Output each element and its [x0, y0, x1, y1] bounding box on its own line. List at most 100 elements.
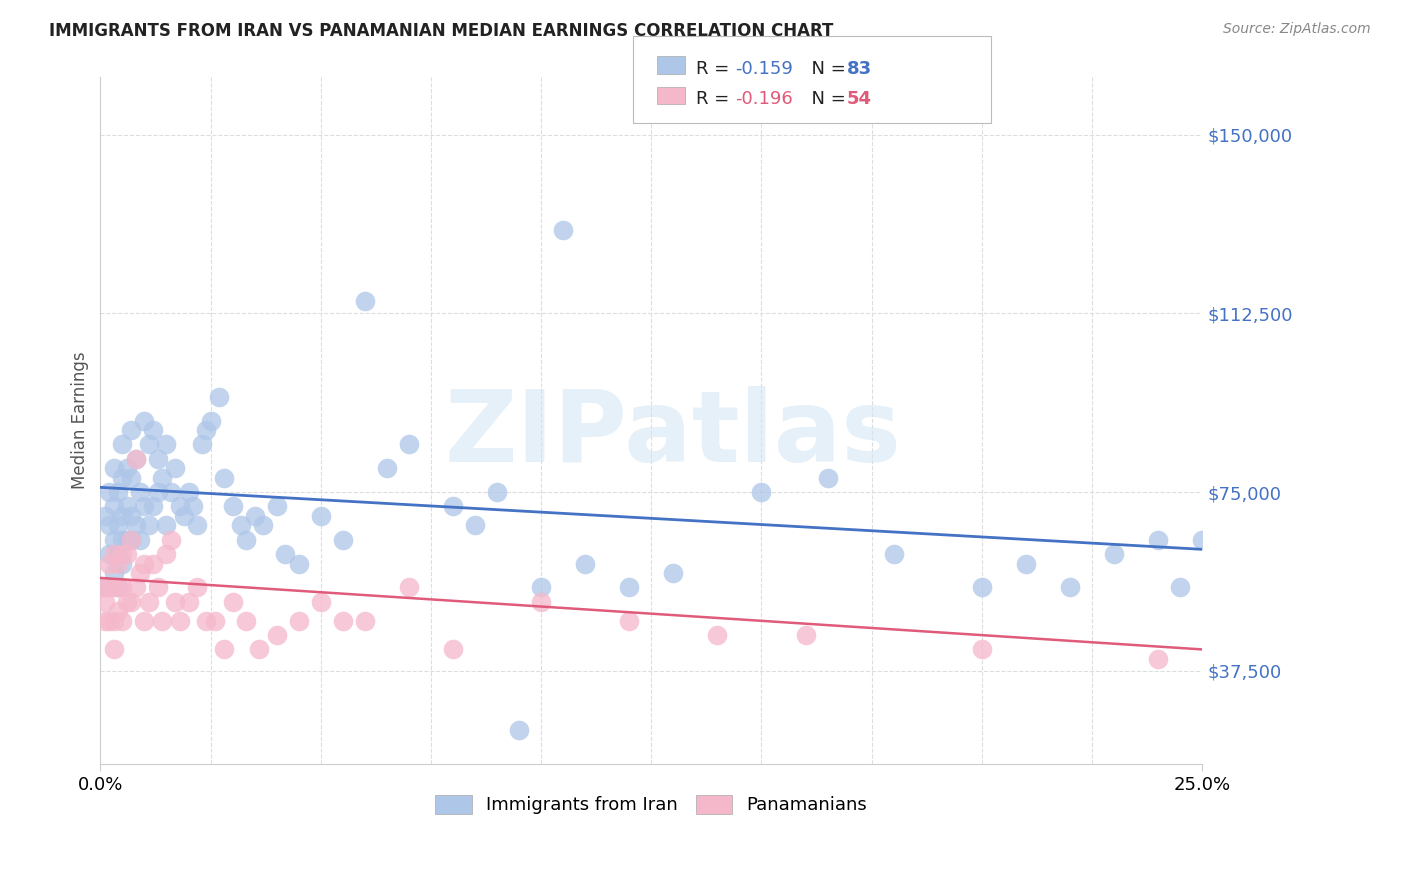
Point — [107, 581, 129, 595]
Point — [274, 547, 297, 561]
Point — [98, 557, 121, 571]
Point — [124, 581, 146, 595]
Point — [235, 614, 257, 628]
Point — [287, 557, 309, 571]
Point — [212, 642, 235, 657]
Text: 83: 83 — [846, 60, 872, 78]
Point — [134, 557, 156, 571]
Point — [553, 223, 575, 237]
Point — [441, 642, 464, 657]
Point — [115, 533, 138, 547]
Point — [107, 485, 129, 500]
Point — [94, 581, 117, 595]
Point — [115, 595, 138, 609]
Point — [165, 595, 187, 609]
Point — [169, 500, 191, 514]
Point — [103, 581, 125, 595]
Text: -0.159: -0.159 — [735, 60, 793, 78]
Point — [1168, 581, 1191, 595]
Text: -0.196: -0.196 — [735, 90, 793, 108]
Text: IMMIGRANTS FROM IRAN VS PANAMANIAN MEDIAN EARNINGS CORRELATION CHART: IMMIGRANTS FROM IRAN VS PANAMANIAN MEDIA… — [49, 22, 834, 40]
Point — [155, 547, 177, 561]
Point — [134, 414, 156, 428]
Point — [115, 461, 138, 475]
Point — [124, 518, 146, 533]
Point — [221, 595, 243, 609]
Point — [287, 614, 309, 628]
Text: N =: N = — [800, 60, 852, 78]
Point — [970, 642, 993, 657]
Point — [150, 614, 173, 628]
Point — [619, 581, 641, 595]
Point — [98, 518, 121, 533]
Point — [181, 500, 204, 514]
Point — [332, 614, 354, 628]
Point — [138, 437, 160, 451]
Point — [107, 581, 129, 595]
Point — [464, 518, 486, 533]
Text: R =: R = — [696, 60, 735, 78]
Point — [103, 461, 125, 475]
Point — [103, 614, 125, 628]
Point — [142, 423, 165, 437]
Point — [190, 437, 212, 451]
Point — [165, 461, 187, 475]
Point — [129, 485, 152, 500]
Point — [107, 547, 129, 561]
Point — [150, 471, 173, 485]
Point — [115, 500, 138, 514]
Point — [111, 581, 134, 595]
Point — [138, 595, 160, 609]
Point — [111, 471, 134, 485]
Text: 54: 54 — [846, 90, 872, 108]
Point — [398, 437, 420, 451]
Point — [706, 628, 728, 642]
Point — [252, 518, 274, 533]
Point — [375, 461, 398, 475]
Text: R =: R = — [696, 90, 735, 108]
Point — [817, 471, 839, 485]
Point — [1059, 581, 1081, 595]
Point — [235, 533, 257, 547]
Point — [221, 500, 243, 514]
Point — [1147, 652, 1170, 666]
Point — [120, 423, 142, 437]
Point — [530, 581, 553, 595]
Point — [146, 485, 169, 500]
Text: ZIPatlas: ZIPatlas — [444, 386, 901, 483]
Point — [309, 508, 332, 523]
Point — [247, 642, 270, 657]
Point — [98, 614, 121, 628]
Point — [177, 485, 200, 500]
Point — [398, 581, 420, 595]
Text: Source: ZipAtlas.com: Source: ZipAtlas.com — [1223, 22, 1371, 37]
Point — [107, 557, 129, 571]
Point — [508, 723, 530, 738]
Point — [231, 518, 253, 533]
Point — [120, 533, 142, 547]
Point — [332, 533, 354, 547]
Point — [160, 533, 183, 547]
Point — [129, 566, 152, 581]
Point — [98, 581, 121, 595]
Point — [98, 485, 121, 500]
Point — [155, 518, 177, 533]
Point — [212, 471, 235, 485]
Point — [120, 508, 142, 523]
Point — [120, 533, 142, 547]
Point — [208, 390, 231, 404]
Point — [309, 595, 332, 609]
Point — [1015, 557, 1038, 571]
Point — [94, 508, 117, 523]
Point — [146, 451, 169, 466]
Point — [124, 451, 146, 466]
Point — [751, 485, 773, 500]
Point — [353, 614, 375, 628]
Point — [94, 581, 117, 595]
Point — [103, 566, 125, 581]
Point — [486, 485, 509, 500]
Point — [186, 581, 208, 595]
Point — [111, 547, 134, 561]
Point — [970, 581, 993, 595]
Point — [103, 500, 125, 514]
